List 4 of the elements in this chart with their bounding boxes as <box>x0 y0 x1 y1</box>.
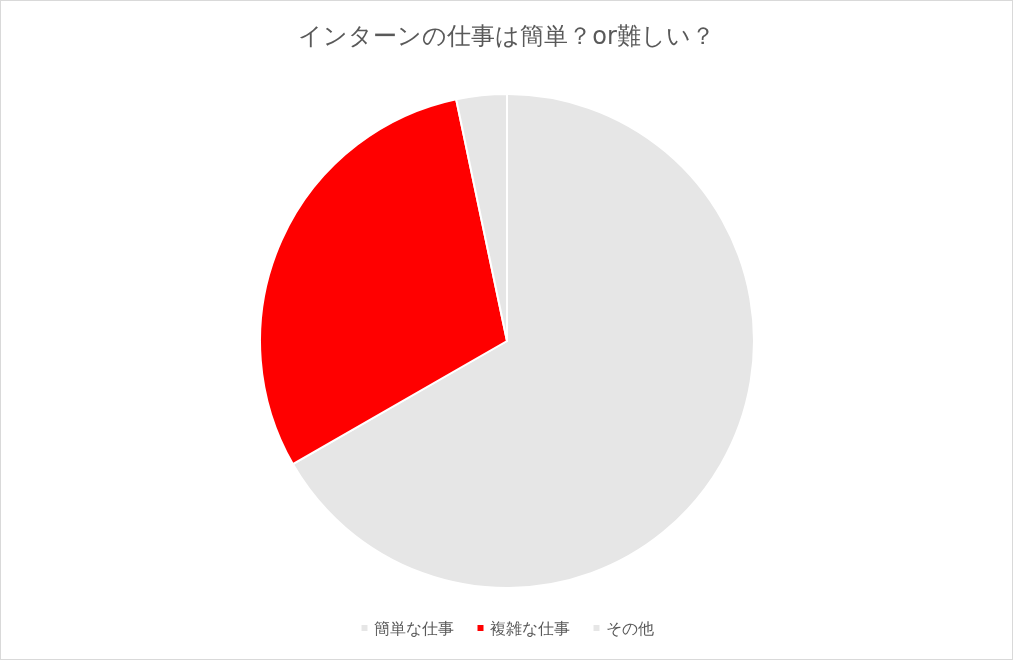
legend-label: その他 <box>605 618 654 638</box>
chart-title: インターンの仕事は簡単？or難しい？ <box>298 22 715 50</box>
legend-label: 複雑な仕事 <box>489 618 570 638</box>
legend-label: 簡単な仕事 <box>373 618 454 638</box>
